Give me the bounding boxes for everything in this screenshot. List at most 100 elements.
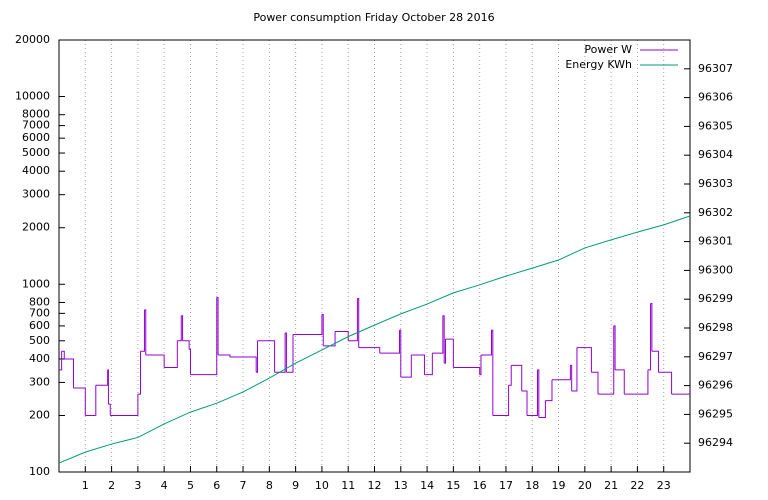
power-step bbox=[108, 403, 111, 416]
power-step bbox=[348, 298, 358, 342]
power-step bbox=[647, 303, 652, 371]
x-tick-label: 4 bbox=[161, 479, 168, 492]
power-step bbox=[216, 297, 219, 355]
x-tick-label: 16 bbox=[473, 479, 487, 492]
x-tick-label: 8 bbox=[266, 479, 273, 492]
power-step bbox=[424, 353, 433, 376]
y2-tick-label: 96298 bbox=[698, 321, 733, 334]
y-tick-label: 100 bbox=[29, 465, 50, 478]
power-step bbox=[444, 339, 446, 364]
power-step bbox=[190, 297, 218, 376]
x-tick-label: 6 bbox=[213, 479, 220, 492]
x-tick-label: 5 bbox=[187, 479, 194, 492]
y2-tick-label: 96296 bbox=[698, 379, 733, 392]
y2-tick-label: 96303 bbox=[698, 177, 733, 190]
x-tick-label: 11 bbox=[341, 479, 355, 492]
power-step bbox=[61, 350, 65, 359]
power-step bbox=[229, 356, 257, 373]
power-step bbox=[59, 351, 63, 371]
x-tick-label: 18 bbox=[525, 479, 539, 492]
power-step bbox=[453, 367, 481, 375]
power-step bbox=[511, 364, 523, 392]
power-step bbox=[177, 315, 182, 342]
power-step bbox=[64, 358, 74, 389]
power-step bbox=[182, 340, 190, 350]
y2-tick-label: 96304 bbox=[698, 148, 733, 161]
x-tick-label: 20 bbox=[578, 479, 592, 492]
x-tick-label: 10 bbox=[315, 479, 329, 492]
x-tick-label: 7 bbox=[240, 479, 247, 492]
power-step bbox=[400, 354, 412, 378]
power-step bbox=[292, 314, 323, 335]
power-step bbox=[521, 390, 528, 416]
power-step bbox=[613, 325, 616, 370]
power-step bbox=[480, 330, 492, 356]
x-tick-label: 9 bbox=[292, 479, 299, 492]
power-step bbox=[570, 364, 573, 392]
y-tick-label: 500 bbox=[29, 334, 50, 347]
power-step bbox=[615, 369, 625, 395]
power-step bbox=[286, 334, 294, 373]
chart-title: Power consumption Friday October 28 2016 bbox=[253, 11, 494, 24]
power-step bbox=[624, 369, 649, 395]
y2-tick-label: 96297 bbox=[698, 350, 733, 363]
power-step bbox=[492, 385, 510, 416]
legend-label: Power W bbox=[584, 43, 632, 56]
y2-tick-label: 96305 bbox=[698, 119, 733, 132]
y-tick-label: 800 bbox=[29, 295, 50, 308]
y2-tick-label: 96301 bbox=[698, 235, 733, 248]
power-step bbox=[411, 354, 425, 375]
y-tick-label: 8000 bbox=[22, 108, 50, 121]
power-step bbox=[85, 385, 97, 416]
y-tick-label: 3000 bbox=[22, 188, 50, 201]
power-step bbox=[256, 340, 259, 373]
x-tick-label: 14 bbox=[420, 479, 434, 492]
power-step bbox=[526, 369, 539, 416]
power-step bbox=[164, 340, 178, 369]
power-step bbox=[140, 309, 145, 352]
power-step bbox=[479, 354, 482, 376]
power-step bbox=[189, 348, 191, 375]
y-tick-label: 7000 bbox=[22, 119, 50, 132]
y2-tick-label: 96306 bbox=[698, 91, 733, 104]
power-step bbox=[137, 351, 142, 395]
power-step bbox=[323, 331, 336, 347]
power-step bbox=[285, 332, 287, 373]
power-step bbox=[445, 338, 454, 368]
power-step bbox=[650, 302, 653, 352]
y-tick-label: 6000 bbox=[22, 131, 50, 144]
x-tick-label: 13 bbox=[394, 479, 408, 492]
power-step bbox=[379, 330, 400, 354]
y2-tick-label: 96294 bbox=[698, 436, 733, 449]
power-step bbox=[576, 347, 592, 373]
power-step bbox=[145, 354, 165, 368]
power-step bbox=[651, 350, 659, 373]
power-step bbox=[545, 379, 553, 402]
y-tick-label: 4000 bbox=[22, 164, 50, 177]
power-step bbox=[597, 325, 615, 395]
y-tick-label: 2000 bbox=[22, 221, 50, 234]
x-tick-label: 3 bbox=[134, 479, 141, 492]
power-step bbox=[591, 371, 599, 395]
x-tick-label: 23 bbox=[657, 479, 671, 492]
x-tick-label: 17 bbox=[499, 479, 513, 492]
y-tick-label: 700 bbox=[29, 306, 50, 319]
power-step bbox=[357, 297, 360, 348]
power-step bbox=[442, 315, 445, 364]
x-tick-label: 15 bbox=[446, 479, 460, 492]
power-step bbox=[321, 314, 324, 346]
power-step bbox=[218, 354, 231, 357]
power-step bbox=[274, 333, 286, 373]
y-tick-label: 20000 bbox=[15, 33, 50, 46]
power-step bbox=[537, 369, 540, 418]
x-tick-label: 22 bbox=[630, 479, 644, 492]
y-tick-label: 1000 bbox=[22, 277, 50, 290]
y2-tick-label: 96300 bbox=[698, 263, 733, 276]
power-step bbox=[257, 340, 276, 373]
power-step bbox=[491, 329, 494, 416]
y2-tick-label: 96307 bbox=[698, 62, 733, 75]
power-step bbox=[399, 329, 402, 378]
power-step bbox=[551, 365, 571, 381]
y-tick-label: 400 bbox=[29, 352, 50, 365]
